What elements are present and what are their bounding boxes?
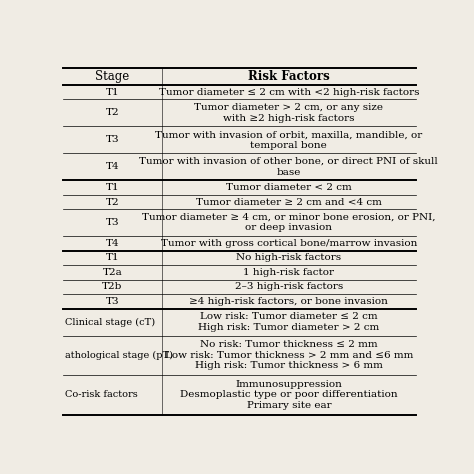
Text: 2–3 high-risk factors: 2–3 high-risk factors: [235, 283, 343, 292]
Text: 1 high-risk factor: 1 high-risk factor: [243, 268, 334, 277]
Text: Tumor with gross cortical bone/marrow invasion: Tumor with gross cortical bone/marrow in…: [161, 239, 417, 248]
Text: T2b: T2b: [102, 283, 123, 292]
Text: T1: T1: [106, 254, 119, 263]
Text: T3: T3: [106, 297, 119, 306]
Text: Tumor diameter ≥ 4 cm, or minor bone erosion, or PNI,
or deep invasion: Tumor diameter ≥ 4 cm, or minor bone ero…: [142, 213, 436, 232]
Text: Tumor diameter < 2 cm: Tumor diameter < 2 cm: [226, 183, 352, 192]
Text: T2: T2: [106, 109, 119, 118]
Text: Risk Factors: Risk Factors: [248, 70, 330, 83]
Text: T2: T2: [106, 198, 119, 207]
Text: Tumor diameter ≤ 2 cm with <2 high-risk factors: Tumor diameter ≤ 2 cm with <2 high-risk …: [159, 88, 419, 97]
Text: T3: T3: [106, 136, 119, 145]
Text: ≥4 high-risk factors, or bone invasion: ≥4 high-risk factors, or bone invasion: [190, 297, 388, 306]
Text: Clinical stage (cT): Clinical stage (cT): [65, 318, 155, 327]
Text: Tumor with invasion of orbit, maxilla, mandible, or
temporal bone: Tumor with invasion of orbit, maxilla, m…: [155, 130, 422, 150]
Text: athological stage (pT): athological stage (pT): [65, 351, 173, 360]
Text: Co-risk factors: Co-risk factors: [65, 390, 137, 399]
Text: T4: T4: [106, 239, 119, 248]
Text: No risk: Tumor thickness ≤ 2 mm
Low risk: Tumor thickness > 2 mm and ≤6 mm
High : No risk: Tumor thickness ≤ 2 mm Low risk…: [164, 340, 413, 370]
Text: Stage: Stage: [95, 70, 130, 83]
Text: T2a: T2a: [103, 268, 122, 277]
Text: Low risk: Tumor diameter ≤ 2 cm
High risk: Tumor diameter > 2 cm: Low risk: Tumor diameter ≤ 2 cm High ris…: [198, 312, 380, 332]
Text: Tumor diameter > 2 cm, or any size
with ≥2 high-risk factors: Tumor diameter > 2 cm, or any size with …: [194, 103, 383, 123]
Text: Tumor with invasion of other bone, or direct PNI of skull
base: Tumor with invasion of other bone, or di…: [139, 157, 438, 176]
Text: No high-risk factors: No high-risk factors: [236, 254, 341, 263]
Text: T1: T1: [106, 88, 119, 97]
Text: Immunosuppression
Desmoplastic type or poor differentiation
Primary site ear: Immunosuppression Desmoplastic type or p…: [180, 380, 398, 410]
Text: T4: T4: [106, 163, 119, 171]
Text: Tumor diameter ≥ 2 cm and <4 cm: Tumor diameter ≥ 2 cm and <4 cm: [196, 198, 382, 207]
Text: T1: T1: [106, 183, 119, 192]
Text: T3: T3: [106, 218, 119, 227]
